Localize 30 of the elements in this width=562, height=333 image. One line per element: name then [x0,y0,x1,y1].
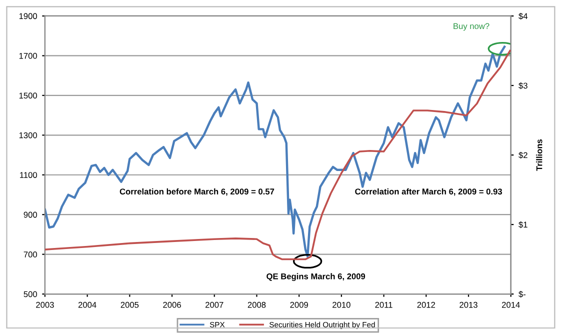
y2-tick-label: $- [518,290,526,298]
annotation: Correlation before March 6, 2009 = 0.57 [120,188,274,196]
y2-tick-label: $2 [518,152,528,159]
annotation: Correlation after March 6, 2009 = 0.93 [355,188,502,196]
y-tick-label: 700 [24,252,37,258]
y2-tick-label: $1 [518,221,528,228]
annotation: Buy now? [454,23,490,31]
x-tick-label: 2013 [460,302,478,308]
y2-tick-label: $4 [518,12,528,20]
x-tick-label: 2006 [163,302,181,308]
x-tick-label: 2014 [502,302,520,308]
y-tick-label: 1900 [19,13,37,20]
y-tick-label: 1500 [19,92,37,99]
x-tick-label: 2003 [36,302,54,308]
x-tick-label: 2010 [332,302,350,308]
y2-axis-title: Trillions [536,139,542,171]
x-tick-label: 2011 [375,302,392,308]
y-tick-label: 1700 [19,52,37,59]
y-tick-label: 1300 [19,132,37,138]
x-tick-label: 2004 [78,302,96,308]
x-tick-label: 2009 [290,302,308,308]
x-tick-label: 2007 [206,302,224,308]
x-tick-label: 2008 [248,302,266,308]
y-tick-label: 500 [24,291,37,298]
x-tick-label: 2012 [417,302,435,308]
y-tick-label: 900 [24,212,37,218]
annotation: QE Begins March 6, 2009 [266,273,366,281]
y2-tick-label: $3 [518,82,528,90]
x-tick-label: 2005 [120,302,139,308]
y-tick-label: 1100 [20,172,37,178]
